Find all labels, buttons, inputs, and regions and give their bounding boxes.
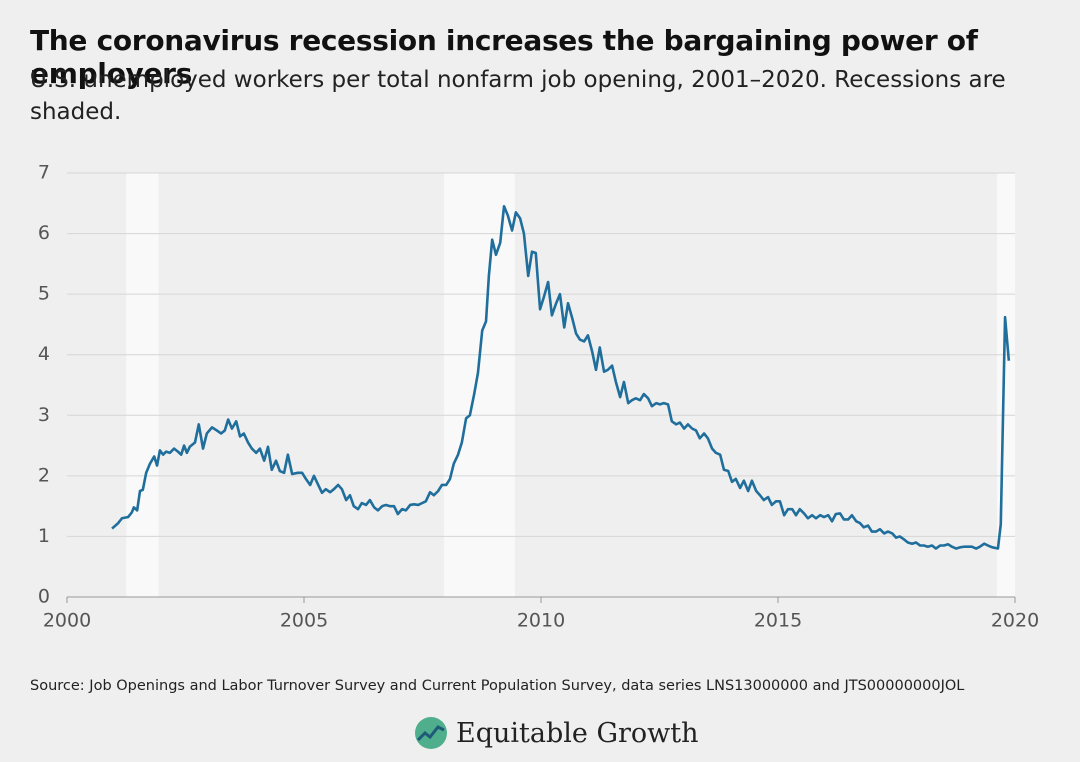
x-tick-label: 2005 (280, 610, 328, 632)
logo-icon (415, 717, 447, 749)
x-tick-label: 2000 (43, 610, 91, 632)
x-tick-label: 2020 (991, 610, 1039, 632)
y-tick-label: 7 (38, 162, 50, 184)
chart-title: The coronavirus recession increases the … (30, 24, 978, 90)
logo-text: Equitable Growth (456, 717, 699, 749)
y-tick-label: 0 (38, 586, 50, 608)
chart-subtitle: U.S. unemployed workers per total nonfar… (30, 67, 1006, 125)
data-line (111, 205, 1011, 550)
y-tick-label: 1 (38, 525, 50, 547)
logo: Equitable Growth (414, 716, 699, 750)
y-tick-label: 4 (38, 343, 50, 365)
y-tick-label: 3 (38, 404, 50, 426)
recession-band (443, 173, 515, 597)
y-tick-label: 2 (38, 464, 50, 486)
y-tick-label: 5 (38, 283, 50, 305)
recession-band (126, 173, 159, 597)
x-tick-label: 2015 (754, 610, 802, 632)
source-note: Source: Job Openings and Labor Turnover … (30, 678, 965, 694)
x-tick-label: 2010 (517, 610, 565, 632)
y-tick-label: 6 (38, 222, 50, 244)
